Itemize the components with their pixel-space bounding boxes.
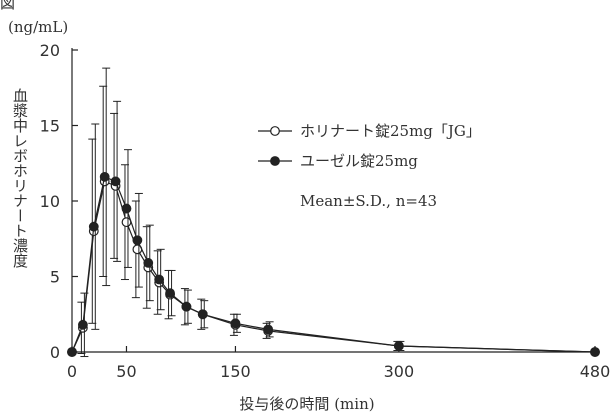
- data-point: [67, 347, 77, 357]
- chart-series: [67, 67, 600, 358]
- stats-annotation: Mean±S.D., n=43: [300, 192, 437, 210]
- data-point: [230, 318, 241, 329]
- chart-ticks: 0 5 10 15 20 0 50 150 300 480: [40, 41, 611, 381]
- data-point: [154, 274, 165, 285]
- series-line: [71, 180, 596, 353]
- data-point: [590, 347, 600, 357]
- data-point: [77, 319, 88, 330]
- y-tick-label: 0: [50, 343, 60, 362]
- x-tick-label: 0: [67, 362, 77, 381]
- data-point: [165, 288, 175, 299]
- y-tick-label: 15: [40, 117, 60, 136]
- y-tick-label: 10: [40, 192, 60, 211]
- data-point: [121, 203, 132, 214]
- legend-label: ユーゼル錠25mg: [300, 152, 418, 170]
- data-point: [393, 341, 404, 351]
- y-tick-label: 20: [40, 41, 60, 60]
- y-tick-label: 5: [50, 268, 60, 287]
- data-point: [143, 258, 154, 268]
- series-2: [67, 67, 600, 358]
- series-line: [71, 175, 596, 353]
- chart-axes: [71, 48, 595, 353]
- legend-marker: [270, 126, 280, 136]
- data-point: [197, 309, 208, 320]
- chart-legend: ホリナート錠25mg「JG」ユーゼル錠25mg Mean±S.D., n=43: [258, 122, 481, 210]
- data-point: [88, 221, 99, 232]
- x-tick-label: 480: [580, 362, 611, 381]
- x-tick-label: 50: [116, 362, 136, 381]
- data-point: [132, 235, 143, 246]
- legend-marker: [270, 156, 280, 166]
- data-point: [263, 324, 274, 335]
- y-axis-unit: (ng/mL): [8, 18, 69, 36]
- data-point: [181, 301, 192, 312]
- y-axis-label: 血漿中レボホリナート濃度: [11, 88, 29, 268]
- legend-label: ホリナート錠25mg「JG」: [300, 122, 481, 140]
- x-tick-label: 150: [220, 362, 251, 381]
- data-point: [110, 176, 121, 187]
- x-tick-label: 300: [384, 362, 415, 381]
- figure-caption-fragment: 図: [0, 0, 16, 12]
- x-axis-label: 投与後の時間 (min): [239, 395, 375, 413]
- data-point: [99, 171, 110, 182]
